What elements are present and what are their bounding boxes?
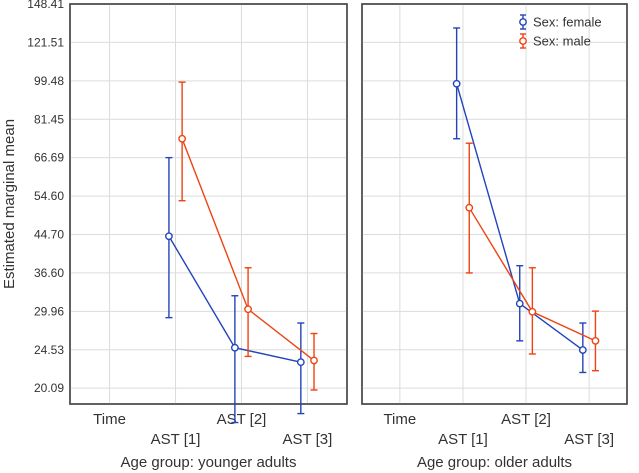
- panel-border: [361, 3, 628, 405]
- panel-title: Age group: younger adults: [121, 454, 297, 471]
- data-point: [465, 203, 474, 212]
- data-point: [310, 356, 318, 365]
- y-tick-label: 121.51: [27, 35, 64, 49]
- series-male: [465, 142, 600, 372]
- legend-marker-point: [519, 37, 527, 45]
- y-tick-label: 54.60: [34, 189, 64, 203]
- y-tick-label: 99.48: [34, 74, 64, 88]
- legend-marker-point: [519, 18, 527, 26]
- y-tick-label: 66.69: [34, 151, 64, 165]
- legend: Sex: female Sex: male: [519, 14, 602, 49]
- legend-label: Sex: male: [533, 34, 591, 49]
- y-tick-label: 148.41: [27, 0, 64, 11]
- x-tick-label: Time: [383, 411, 416, 428]
- data-point: [244, 305, 252, 314]
- legend-label: Sex: female: [533, 15, 602, 30]
- x-tick-label: AST [2]: [217, 411, 267, 428]
- series-female: [452, 27, 587, 374]
- panel-frame: [69, 3, 348, 405]
- y-tick-label: 36.60: [34, 266, 64, 280]
- data-point: [591, 336, 600, 345]
- data-point: [452, 79, 461, 88]
- y-tick-label: 29.96: [34, 304, 64, 318]
- panel-title: Age group: older adults: [417, 454, 572, 471]
- y-tick-label: 81.45: [34, 112, 64, 126]
- data-point: [296, 358, 305, 367]
- data-point: [578, 346, 587, 354]
- x-tick-label: AST [3]: [283, 431, 333, 448]
- panel-frame: [361, 3, 628, 405]
- panel-0: Time AST [1] AST [2] AST [3] Age group: youn…: [69, 3, 348, 471]
- y-tick-label: 44.70: [34, 228, 64, 242]
- y-tick-label: 24.53: [34, 343, 64, 357]
- data-point: [230, 343, 239, 352]
- data-point: [178, 134, 187, 143]
- x-tick-label: AST [1]: [151, 431, 201, 448]
- y-tick-label: 20.09: [34, 381, 64, 395]
- series-female: [165, 156, 305, 424]
- x-tick-label: AST [3]: [564, 431, 614, 448]
- data-point: [515, 299, 524, 308]
- data-point: [528, 307, 537, 316]
- panel-border: [69, 3, 348, 405]
- panel-1: Time AST [1] AST [2] AST [3] Age group: olde…: [361, 3, 628, 471]
- x-tick-label: Time: [93, 411, 126, 428]
- y-axis-title: Estimated marginal mean: [1, 119, 18, 289]
- data-point: [165, 232, 173, 241]
- series-male: [178, 81, 318, 391]
- x-tick-label: AST [2]: [501, 411, 551, 428]
- x-tick-label: AST [1]: [438, 431, 488, 448]
